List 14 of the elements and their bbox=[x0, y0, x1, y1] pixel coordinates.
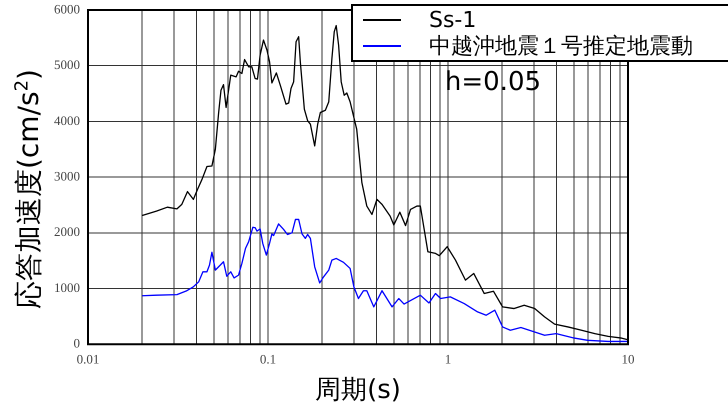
x-tick-label: 10 bbox=[622, 351, 634, 366]
x-tick-label: 0.1 bbox=[260, 351, 276, 366]
x-tick-label: 1 bbox=[444, 351, 452, 366]
y-tick-label: 3000 bbox=[54, 168, 80, 184]
y-tick-label: 0 bbox=[74, 336, 80, 351]
y-tick-label: 6000 bbox=[54, 1, 80, 16]
legend-label: 中越沖地震１号推定地震動 bbox=[429, 33, 693, 61]
legend-label: Ss-1 bbox=[429, 8, 476, 32]
y-tick-label: 5000 bbox=[54, 57, 80, 72]
y-tick-label: 2000 bbox=[54, 224, 80, 240]
y-tick-label: 1000 bbox=[54, 280, 80, 295]
x-tick-label: 0.01 bbox=[76, 351, 100, 366]
x-axis-title: 周期(s) bbox=[315, 375, 401, 406]
y-tick-label: 4000 bbox=[54, 112, 80, 128]
